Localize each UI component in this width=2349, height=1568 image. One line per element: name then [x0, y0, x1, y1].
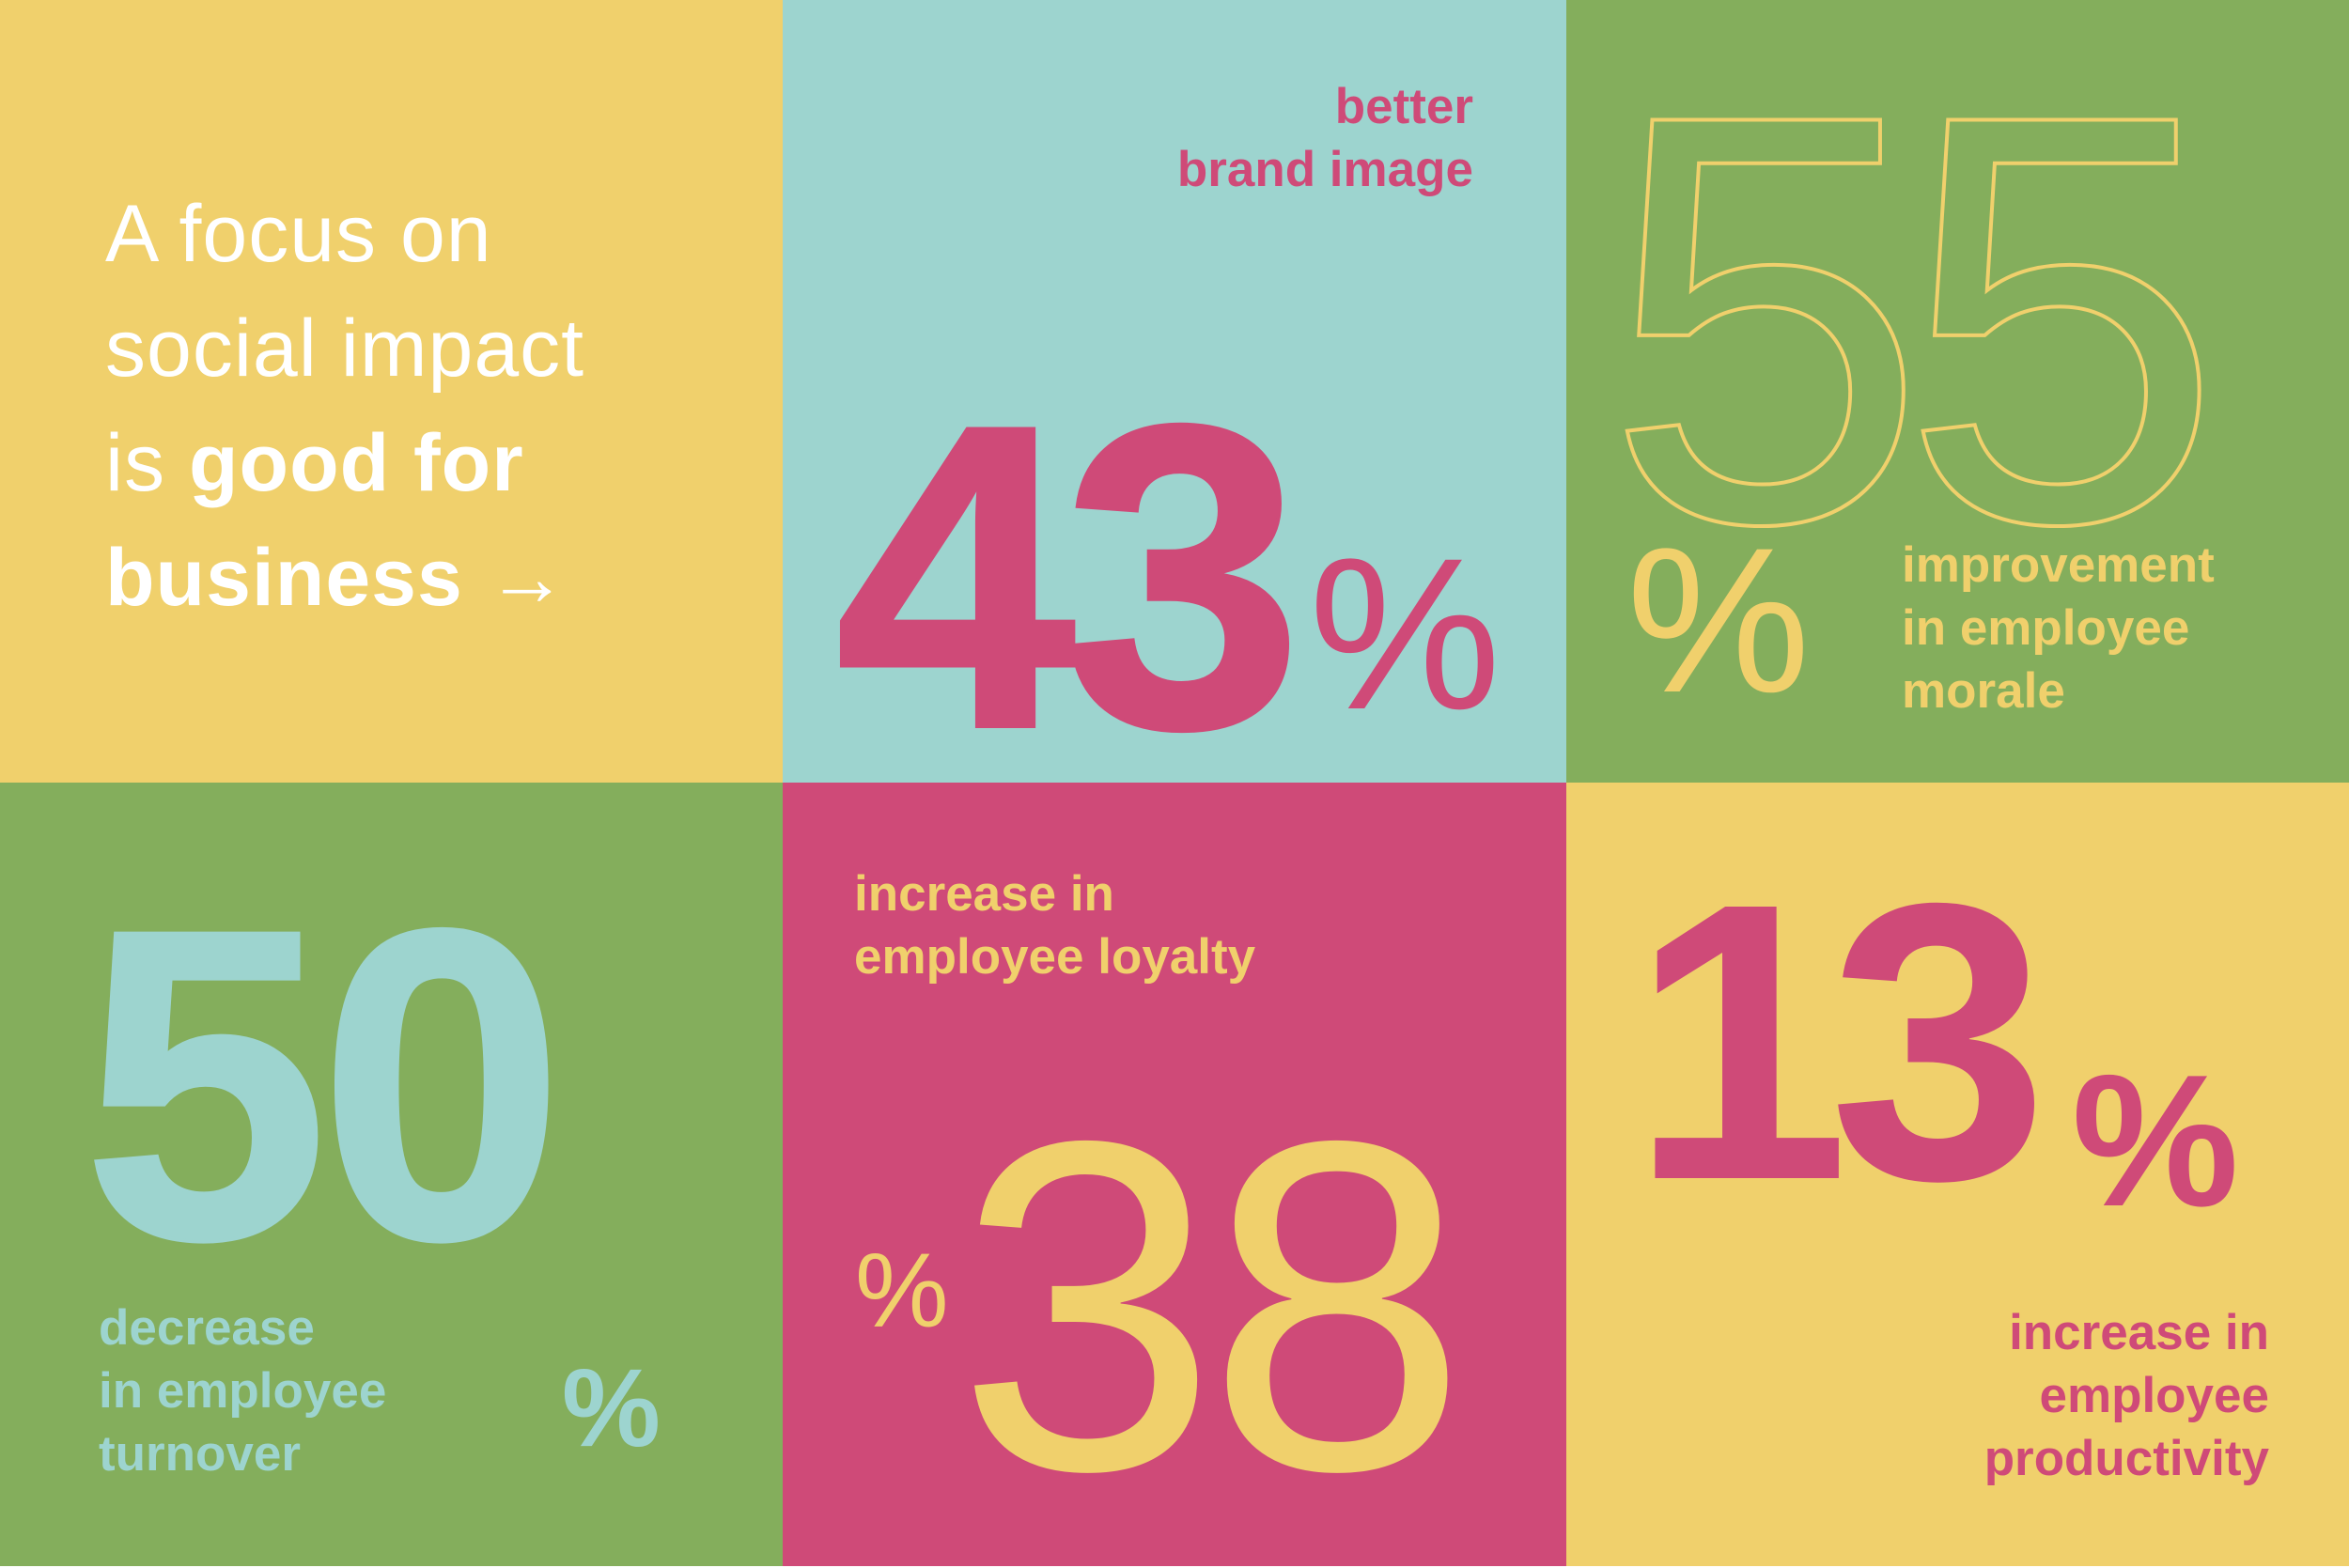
stat-label-line: improvement: [1902, 537, 2215, 593]
stat-label-line: increase in: [854, 866, 1114, 922]
intro-tile: A focus on social impact is good for bus…: [0, 0, 783, 783]
intro-line-2: social impact: [105, 303, 585, 394]
stat-label-line: increase in: [2009, 1305, 2269, 1360]
stat-label-line: productivity: [1983, 1431, 2269, 1486]
stat-tile-brand-image: better brand image 43 %: [783, 0, 1566, 783]
stat-label-brand-image: better brand image: [1177, 75, 1473, 201]
stat-label-line: turnover: [99, 1426, 301, 1482]
intro-line-3-bold: good for: [189, 418, 524, 508]
stat-unit-turnover: %: [562, 1346, 661, 1470]
stat-label-line: in employee: [1902, 600, 2190, 656]
stat-tile-productivity: [1566, 783, 2349, 1566]
stat-value-loyalty: 38: [957, 1043, 1468, 1568]
intro-line-3: is good for: [105, 406, 584, 520]
stat-unit-productivity: %: [2072, 1036, 2239, 1246]
intro-line-3-plain: is: [105, 418, 189, 508]
stat-unit-brand-image: %: [1309, 513, 1501, 754]
intro-heading: A focus on social impact is good for bus…: [105, 177, 584, 635]
stat-tile-morale: 55 % improvement in employee morale: [1566, 0, 2349, 783]
stat-label-turnover: decrease in employee turnover: [99, 1296, 386, 1485]
stat-label-line: employee: [2039, 1368, 2269, 1423]
intro-line-4: business →: [105, 520, 584, 635]
intro-line-1: A focus on: [105, 189, 492, 279]
intro-line-4-bold: business: [105, 533, 463, 623]
stat-label-line: brand image: [1176, 142, 1473, 197]
stat-tile-loyalty: [783, 783, 1566, 1566]
stat-value-productivity: 13: [1630, 822, 2048, 1263]
stat-value-morale: 55: [1602, 0, 2226, 644]
stat-label-productivity: increase in employee productivity: [1984, 1301, 2269, 1490]
stat-label-line: in employee: [99, 1363, 387, 1419]
stat-label-loyalty: increase in employee loyalty: [854, 862, 1255, 988]
stat-label-morale: improvement in employee morale: [1902, 534, 2215, 722]
stat-label-line: better: [1334, 79, 1473, 134]
stat-tile-turnover: [0, 783, 783, 1566]
stat-unit-morale: %: [1626, 505, 1811, 736]
right-arrow-icon: →: [486, 533, 568, 623]
stat-unit-loyalty: %: [855, 1232, 949, 1349]
stat-value-brand-image: 43: [833, 336, 1305, 784]
stat-label-line: employee loyalty: [854, 929, 1256, 985]
stat-label-line: morale: [1902, 663, 2065, 719]
stat-value-turnover: 50: [81, 838, 567, 1331]
stat-label-line: decrease: [99, 1300, 315, 1356]
